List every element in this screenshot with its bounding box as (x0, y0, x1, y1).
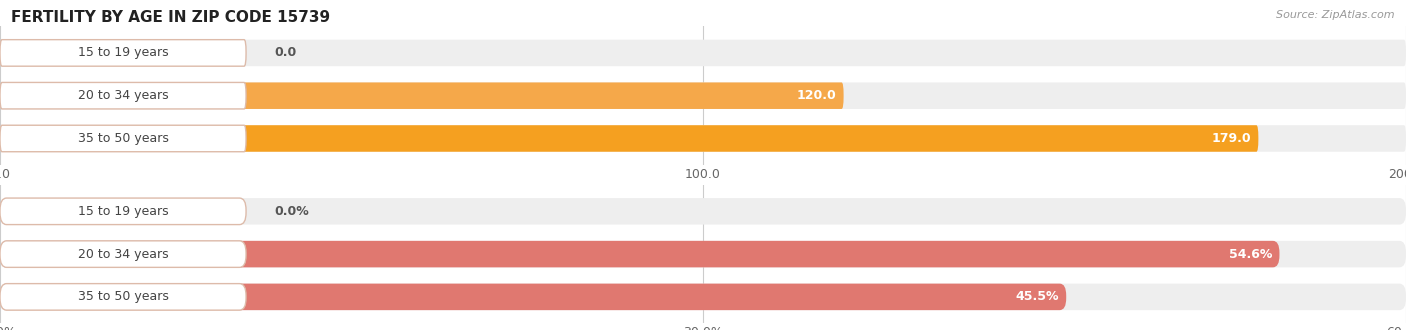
Text: 20 to 34 years: 20 to 34 years (77, 248, 169, 261)
FancyBboxPatch shape (0, 241, 1406, 267)
Text: 35 to 50 years: 35 to 50 years (77, 290, 169, 303)
Text: 0.0: 0.0 (274, 47, 297, 59)
Text: 45.5%: 45.5% (1015, 290, 1059, 303)
FancyBboxPatch shape (0, 82, 246, 109)
FancyBboxPatch shape (0, 82, 844, 109)
Text: FERTILITY BY AGE IN ZIP CODE 15739: FERTILITY BY AGE IN ZIP CODE 15739 (11, 10, 330, 25)
Text: 0.0%: 0.0% (274, 205, 309, 218)
FancyBboxPatch shape (0, 283, 1066, 310)
FancyBboxPatch shape (0, 283, 246, 310)
FancyBboxPatch shape (0, 125, 1406, 152)
FancyBboxPatch shape (0, 198, 246, 225)
Text: 15 to 19 years: 15 to 19 years (77, 47, 169, 59)
FancyBboxPatch shape (0, 125, 1258, 152)
FancyBboxPatch shape (0, 283, 1406, 310)
FancyBboxPatch shape (0, 82, 1406, 109)
FancyBboxPatch shape (0, 125, 246, 152)
Text: 35 to 50 years: 35 to 50 years (77, 132, 169, 145)
Text: 20 to 34 years: 20 to 34 years (77, 89, 169, 102)
Text: 54.6%: 54.6% (1229, 248, 1272, 261)
Text: 120.0: 120.0 (797, 89, 837, 102)
FancyBboxPatch shape (0, 241, 246, 267)
FancyBboxPatch shape (0, 40, 246, 66)
Text: 179.0: 179.0 (1212, 132, 1251, 145)
FancyBboxPatch shape (0, 241, 1279, 267)
Text: Source: ZipAtlas.com: Source: ZipAtlas.com (1277, 10, 1395, 20)
FancyBboxPatch shape (0, 198, 1406, 225)
Text: 15 to 19 years: 15 to 19 years (77, 205, 169, 218)
FancyBboxPatch shape (0, 40, 1406, 66)
